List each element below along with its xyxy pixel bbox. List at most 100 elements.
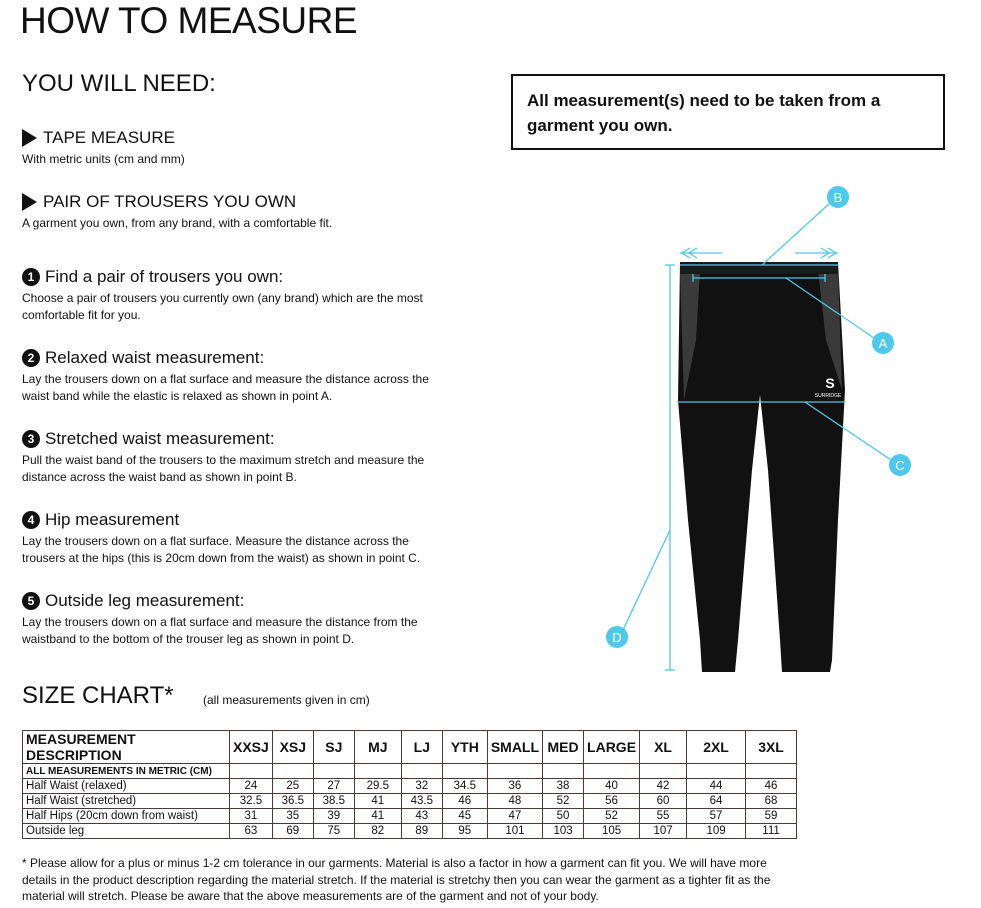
table-cell: 56 <box>583 793 641 809</box>
step-desc: Choose a pair of trousers you currently … <box>22 291 423 322</box>
column-header: MED <box>542 730 585 764</box>
step-number-icon: 2 <box>22 349 40 367</box>
need-title: PAIR OF TROUSERS YOU OWN <box>43 192 297 211</box>
empty-cell <box>353 763 402 779</box>
row-label: Outside leg <box>22 823 230 839</box>
row-label: Half Hips (20cm down from waist) <box>22 808 230 824</box>
table-cell: 43 <box>400 808 443 824</box>
table-cell: 40 <box>583 778 641 794</box>
step-title: Stretched waist measurement: <box>45 429 275 448</box>
table-cell: 45 <box>441 808 488 824</box>
footnote: * Please allow for a plus or minus 1-2 c… <box>22 856 771 903</box>
empty-cell <box>271 763 314 779</box>
empty-cell <box>542 763 585 779</box>
column-header: YTH <box>441 730 488 764</box>
need-desc: With metric units (cm and mm) <box>22 152 185 166</box>
step: 4 Hip measurement Lay the trousers down on… <box>22 510 462 567</box>
step-title: Relaxed waist measurement: <box>45 348 265 367</box>
table-cell: 24 <box>229 778 273 794</box>
table-cell: 42 <box>639 778 688 794</box>
step-number-icon: 4 <box>22 511 40 529</box>
svg-text:B: B <box>834 190 843 205</box>
empty-cell <box>441 763 488 779</box>
table-cell: 46 <box>441 793 488 809</box>
table-cell: 107 <box>639 823 688 839</box>
svg-text:A: A <box>879 336 888 351</box>
table-cell: 25 <box>271 778 314 794</box>
empty-cell <box>686 763 747 779</box>
table-cell: 75 <box>312 823 355 839</box>
table-cell: 47 <box>486 808 544 824</box>
column-header: XL <box>639 730 688 764</box>
column-header: SMALL <box>486 730 544 764</box>
need-heading: YOU WILL NEED: <box>22 70 216 97</box>
need-item: PAIR OF TROUSERS YOU OWN A garment you o… <box>22 192 332 230</box>
table-cell: 101 <box>486 823 544 839</box>
table-cell: 105 <box>583 823 641 839</box>
column-header: 2XL <box>686 730 747 764</box>
empty-cell <box>745 763 798 779</box>
table-cell: 48 <box>486 793 544 809</box>
empty-cell <box>486 763 544 779</box>
column-header: MEASUREMENT DESCRIPTION <box>22 730 230 764</box>
step: 1 Find a pair of trousers you own: Choose … <box>22 267 462 324</box>
step-desc: Lay the trousers down on a flat surface … <box>22 372 429 403</box>
table-cell: 41 <box>353 808 402 824</box>
size-chart-heading: SIZE CHART* <box>22 682 174 709</box>
table-cell: 44 <box>686 778 747 794</box>
table-cell: 82 <box>353 823 402 839</box>
size-chart-table: MEASUREMENT DESCRIPTION XXSJ XSJ SJ MJ LJ YTH S… <box>22 730 798 839</box>
step-number-icon: 5 <box>22 592 40 610</box>
table-cell: 35 <box>271 808 314 824</box>
column-header: MJ <box>353 730 402 764</box>
step-title: Hip measurement <box>45 510 180 529</box>
empty-cell <box>639 763 688 779</box>
table-cell: 29.5 <box>353 778 402 794</box>
subheader-cell: ALL MEASUREMENTS IN METRIC (CM) <box>22 763 230 779</box>
table-subheader: ALL MEASUREMENTS IN METRIC (CM) <box>22 763 798 779</box>
step: 2 Relaxed waist measurement: Lay the trous… <box>22 348 462 405</box>
table-cell: 69 <box>271 823 314 839</box>
table-cell: 95 <box>441 823 488 839</box>
label-b-icon: B <box>827 186 849 208</box>
table-cell: 41 <box>353 793 402 809</box>
column-header: SJ <box>312 730 355 764</box>
table-cell: 27 <box>312 778 355 794</box>
table-row: Outside leg 63 69 75 82 89 95 101 103 105 107 109 11… <box>22 823 798 839</box>
empty-cell <box>312 763 355 779</box>
label-c-icon: C <box>889 454 911 476</box>
table-cell: 31 <box>229 808 273 824</box>
column-header: XSJ <box>271 730 314 764</box>
table-row: Half Hips (20cm down from waist) 31 35 39 41… <box>22 808 798 824</box>
step-title: Find a pair of trousers you own: <box>45 267 284 286</box>
step-title: Outside leg measurement: <box>45 591 245 610</box>
column-header: XXSJ <box>229 730 273 764</box>
step-desc: Lay the trousers down on a flat surface … <box>22 615 418 646</box>
notice-box: All measurement(s) need to be taken from… <box>511 74 945 150</box>
table-cell: 43.5 <box>400 793 443 809</box>
row-label: Half Waist (stretched) <box>22 793 230 809</box>
step: 3 Stretched waist measurement: Pull the wa… <box>22 429 462 486</box>
table-cell: 64 <box>686 793 747 809</box>
table-cell: 32.5 <box>229 793 273 809</box>
table-cell: 103 <box>542 823 585 839</box>
svg-text:SURRIDGE: SURRIDGE <box>815 393 842 399</box>
table-cell: 50 <box>542 808 585 824</box>
table-row: Half Waist (relaxed) 24 25 27 29.5 32 34.5 36 38… <box>22 778 798 794</box>
measure-lines <box>622 202 892 671</box>
trousers-diagram: S SURRIDGE B A C D <box>606 186 911 672</box>
size-chart-note: (all measurements given in cm) <box>203 693 370 707</box>
table-cell: 34.5 <box>441 778 488 794</box>
table-cell: 111 <box>745 823 798 839</box>
column-header: 3XL <box>745 730 798 764</box>
need-desc: A garment you own, from any brand, with … <box>22 216 333 230</box>
trousers-image: S SURRIDGE <box>678 262 845 672</box>
row-label: Half Waist (relaxed) <box>22 778 230 794</box>
empty-cell <box>583 763 641 779</box>
need-title: TAPE MEASURE <box>43 128 175 147</box>
need-item: TAPE MEASURE With metric units (cm and m… <box>22 128 185 166</box>
step-number-icon: 3 <box>22 430 40 448</box>
step-number-icon: 1 <box>22 268 40 286</box>
column-header: LARGE <box>583 730 641 764</box>
svg-text:S: S <box>825 375 834 391</box>
